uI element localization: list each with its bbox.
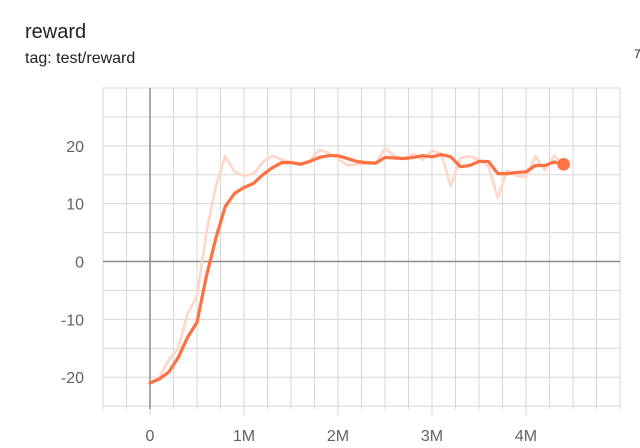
grid-layer — [102, 87, 621, 409]
edge-mark: 7 — [634, 47, 640, 61]
series-line-raw — [148, 146, 565, 385]
x-tick-label: 3M — [421, 428, 443, 445]
card-subtitle: tag: test/reward — [25, 50, 136, 67]
x-tick-label: 1M — [233, 428, 255, 445]
x-tick-label: 0 — [146, 428, 155, 445]
latest-point — [557, 158, 570, 171]
y-tick-label: -20 — [61, 370, 84, 387]
y-tick-label: -10 — [61, 312, 84, 329]
y-tick-label: 10 — [66, 197, 84, 214]
card-title: reward — [25, 21, 87, 43]
x-tick-label: 4M — [515, 428, 537, 445]
y-tick-label: 20 — [66, 139, 84, 156]
tick-layer — [149, 409, 527, 415]
label-layer: -20 -10 0 10 20 0 1M 2M 3M 4M — [61, 139, 537, 445]
y-tick-label: 0 — [75, 255, 84, 272]
x-tick-label: 2M — [327, 428, 349, 445]
series-layer — [148, 146, 570, 385]
